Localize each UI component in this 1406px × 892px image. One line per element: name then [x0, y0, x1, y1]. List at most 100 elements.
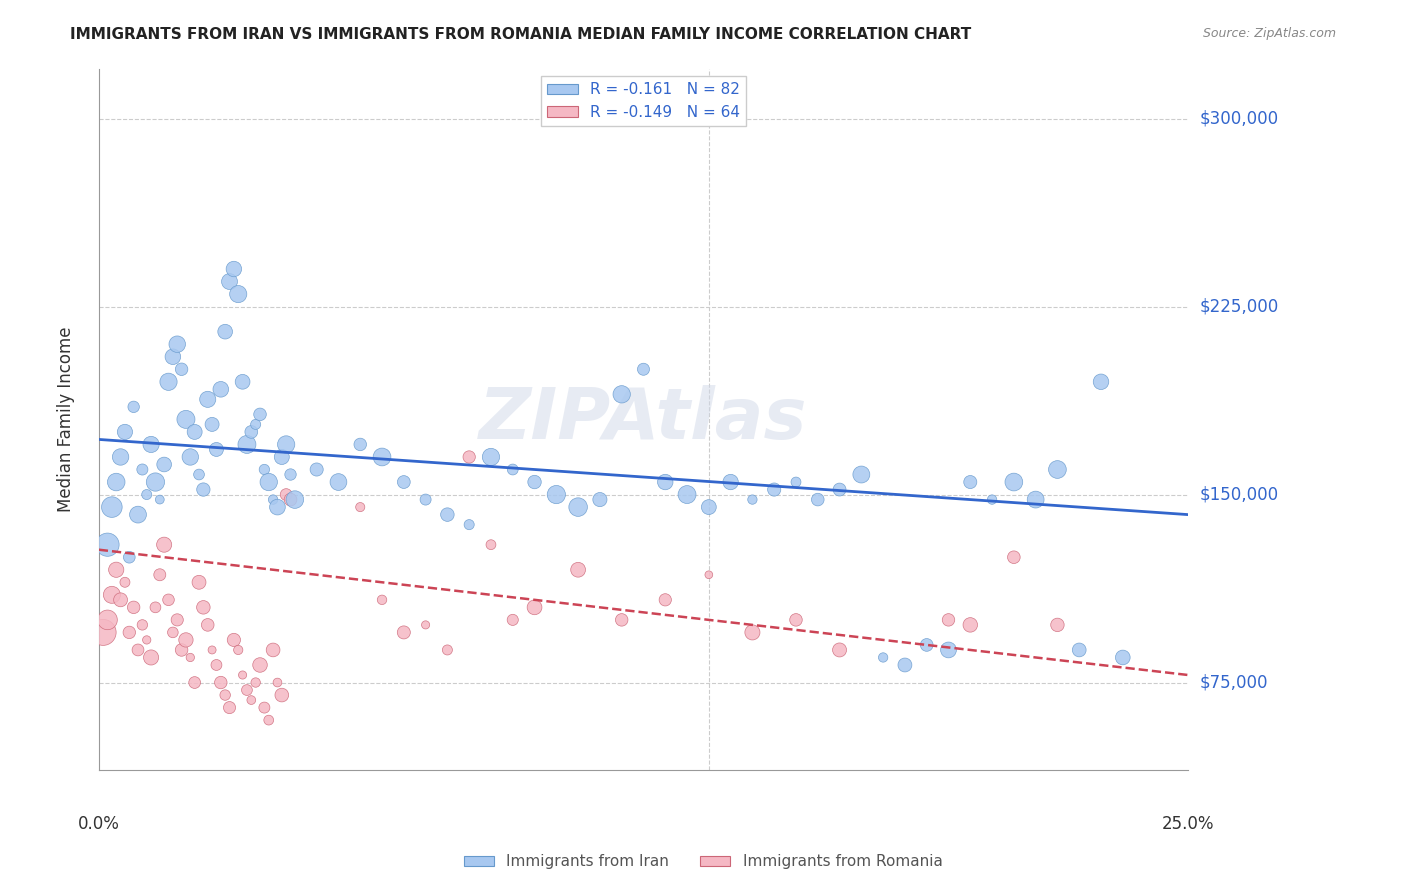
Point [872, 650, 894, 665]
Text: $225,000: $225,000 [1199, 298, 1278, 316]
Point [114, 575, 136, 590]
Point [546, 487, 568, 501]
Point [458, 450, 481, 464]
Point [105, 563, 128, 577]
Point [157, 592, 180, 607]
Point [201, 417, 224, 432]
Point [183, 675, 205, 690]
Point [135, 487, 157, 501]
Point [205, 658, 228, 673]
Point [959, 618, 981, 632]
Point [280, 467, 302, 482]
Legend: R = -0.161   N = 82, R = -0.149   N = 64: R = -0.161 N = 82, R = -0.149 N = 64 [541, 76, 747, 126]
Point [209, 382, 232, 396]
Y-axis label: Median Family Income: Median Family Income [58, 326, 75, 512]
Point [139, 650, 162, 665]
Point [280, 492, 302, 507]
Point [197, 618, 219, 632]
Point [610, 387, 633, 401]
Point [131, 462, 153, 476]
Text: Source: ZipAtlas.com: Source: ZipAtlas.com [1202, 27, 1336, 40]
Point [276, 487, 298, 501]
Point [91, 625, 114, 640]
Point [763, 483, 786, 497]
Point [807, 492, 830, 507]
Point [262, 643, 284, 657]
Point [114, 425, 136, 439]
Point [101, 588, 124, 602]
Point [270, 450, 292, 464]
Point [654, 475, 676, 489]
Point [1025, 492, 1047, 507]
Point [162, 625, 184, 640]
Point [240, 425, 263, 439]
Point [436, 508, 458, 522]
Point [589, 492, 612, 507]
Point [266, 675, 288, 690]
Point [523, 475, 546, 489]
Point [415, 492, 437, 507]
Point [96, 538, 118, 552]
Point [349, 500, 371, 514]
Point [193, 483, 215, 497]
Text: IMMIGRANTS FROM IRAN VS IMMIGRANTS FROM ROMANIA MEDIAN FAMILY INCOME CORRELATION: IMMIGRANTS FROM IRAN VS IMMIGRANTS FROM … [70, 27, 972, 42]
Point [110, 450, 132, 464]
Point [392, 625, 415, 640]
Text: 0.0%: 0.0% [77, 815, 120, 833]
Point [222, 632, 245, 647]
Point [276, 437, 298, 451]
Point [697, 500, 720, 514]
Point [253, 462, 276, 476]
Point [249, 658, 271, 673]
Point [938, 613, 960, 627]
Point [118, 550, 141, 565]
Point [131, 618, 153, 632]
Point [1069, 643, 1091, 657]
Point [915, 638, 938, 652]
Point [209, 675, 232, 690]
Point [633, 362, 655, 376]
Point [153, 458, 176, 472]
Point [201, 643, 224, 657]
Point [197, 392, 219, 407]
Point [101, 500, 124, 514]
Point [96, 613, 118, 627]
Point [894, 658, 917, 673]
Point [349, 437, 371, 451]
Point [183, 425, 205, 439]
Point [1112, 650, 1135, 665]
Text: ZIPAtlas: ZIPAtlas [479, 384, 807, 454]
Legend: Immigrants from Iran, Immigrants from Romania: Immigrants from Iran, Immigrants from Ro… [457, 848, 949, 875]
Point [105, 475, 128, 489]
Text: 25.0%: 25.0% [1161, 815, 1215, 833]
Point [145, 475, 167, 489]
Point [122, 600, 145, 615]
Point [502, 462, 524, 476]
Text: $150,000: $150,000 [1199, 485, 1278, 504]
Point [236, 437, 259, 451]
Point [179, 650, 201, 665]
Point [226, 287, 249, 301]
Point [122, 400, 145, 414]
Point [392, 475, 415, 489]
Point [523, 600, 546, 615]
Point [502, 613, 524, 627]
Point [284, 492, 307, 507]
Point [567, 500, 589, 514]
Text: $75,000: $75,000 [1199, 673, 1268, 691]
Point [257, 713, 280, 727]
Point [127, 643, 149, 657]
Point [1046, 462, 1069, 476]
Point [938, 643, 960, 657]
Point [170, 362, 193, 376]
Point [479, 450, 502, 464]
Point [214, 325, 236, 339]
Point [218, 275, 240, 289]
Point [371, 450, 394, 464]
Point [959, 475, 981, 489]
Point [610, 613, 633, 627]
Point [1002, 550, 1025, 565]
Point [981, 492, 1004, 507]
Point [118, 625, 141, 640]
Point [166, 613, 188, 627]
